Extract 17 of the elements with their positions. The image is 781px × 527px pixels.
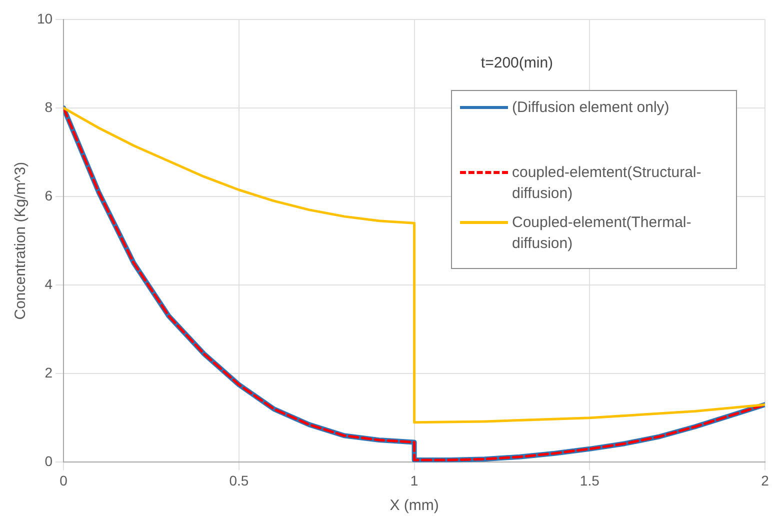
x-tick-label: 0 — [60, 472, 68, 488]
y-tick-label: 10 — [36, 10, 53, 26]
y-tick-label: 2 — [44, 364, 53, 380]
y-axis-title: Concentration (Kg/m^3) — [12, 162, 30, 320]
x-tick-label: 0.5 — [229, 472, 249, 488]
y-tick-label: 8 — [44, 98, 53, 115]
x-axis-title: X (mm) — [390, 497, 439, 514]
x-tick-label: 1.5 — [580, 472, 600, 488]
legend-label: (Diffusion element only) — [512, 98, 670, 118]
x-tick-label: 2 — [761, 472, 770, 488]
y-tick-label: 6 — [44, 187, 53, 204]
legend-label: Coupled-element(Thermal-diffusion) — [512, 213, 692, 254]
annotation: t=200(min) — [480, 54, 554, 72]
x-tick-label: 1 — [410, 472, 418, 488]
y-tick-label: 0 — [44, 453, 53, 470]
y-tick-label: 4 — [44, 276, 53, 292]
legend-label: coupled-elemtent(Structural-diffusion) — [512, 163, 702, 204]
